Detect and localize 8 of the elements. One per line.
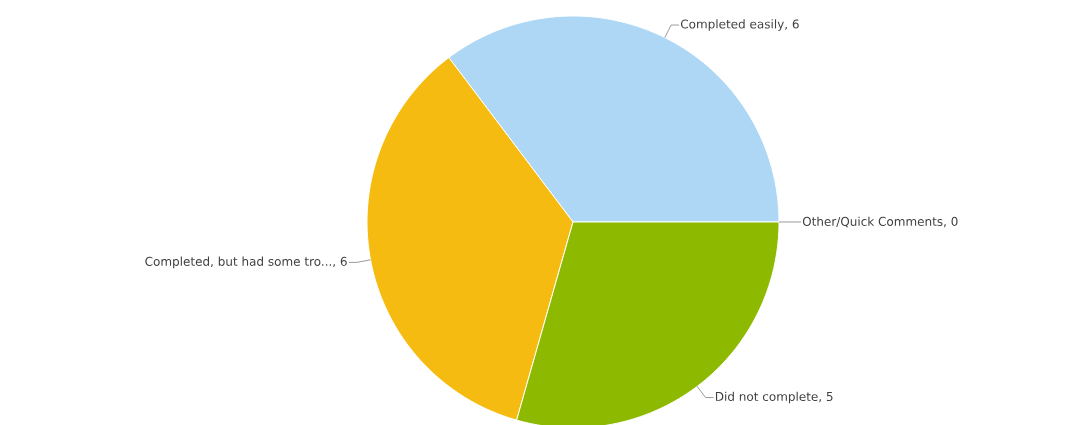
slice-label: Completed, but had some tro... (145, 256, 332, 269)
slice-label: Did not complete (715, 391, 818, 404)
data-label: , 6 (785, 19, 799, 30)
text: , 0 (944, 216, 958, 228)
data-label: , 5 (819, 392, 833, 403)
data-label: , 6 (333, 256, 347, 268)
slice-label: Completed easily (680, 19, 784, 31)
legend-label: Other/Quick Comments (802, 216, 943, 228)
